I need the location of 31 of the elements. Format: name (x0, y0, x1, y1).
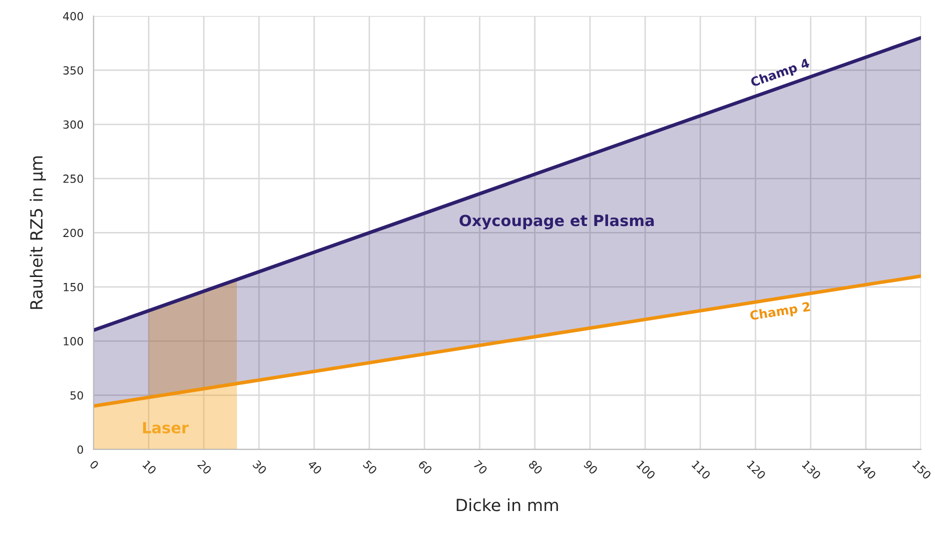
y-tick-label: 300 (63, 120, 84, 129)
x-axis-title: Dicke in mm (456, 498, 558, 512)
y-axis-title: Rauheit RZ5 in µm (30, 156, 46, 309)
text: Champ 2 (750, 301, 811, 323)
x-tick-label: 60 (418, 460, 433, 475)
x-tick-label: 100 (636, 460, 656, 480)
x-tick-label: 50 (362, 460, 378, 475)
x-tick-label: 10 (142, 460, 157, 475)
x-tick-label: 0 (89, 460, 100, 470)
y-tick-label: 0 (77, 445, 84, 454)
x-tick-label: 30 (252, 460, 268, 475)
x-tick-label: 80 (528, 460, 543, 475)
y-tick-label: 150 (64, 282, 84, 292)
y-tick-label: 50 (70, 391, 84, 400)
series-label: Laser (143, 422, 189, 434)
x-tick-label: 140 (856, 460, 876, 480)
y-tick-label: 400 (63, 12, 84, 20)
x-tick-label: 20 (197, 460, 212, 475)
x-tick-label: 120 (746, 460, 766, 480)
y-tick-label: 350 (63, 66, 84, 75)
y-tick-label: 100 (64, 337, 84, 346)
x-tick-label: 150 (912, 460, 932, 480)
text: Champ 4 (750, 58, 811, 90)
x-tick-label: 110 (691, 460, 711, 480)
y-tick-label: 200 (63, 228, 84, 238)
x-tick-label: 130 (802, 460, 822, 480)
x-tick-label: 70 (473, 460, 488, 475)
x-tick-label: 90 (583, 460, 598, 475)
annotation: Oxycoupage et Plasma (460, 214, 654, 230)
x-tick-label: 40 (307, 460, 322, 475)
y-tick-label: 250 (63, 174, 84, 183)
